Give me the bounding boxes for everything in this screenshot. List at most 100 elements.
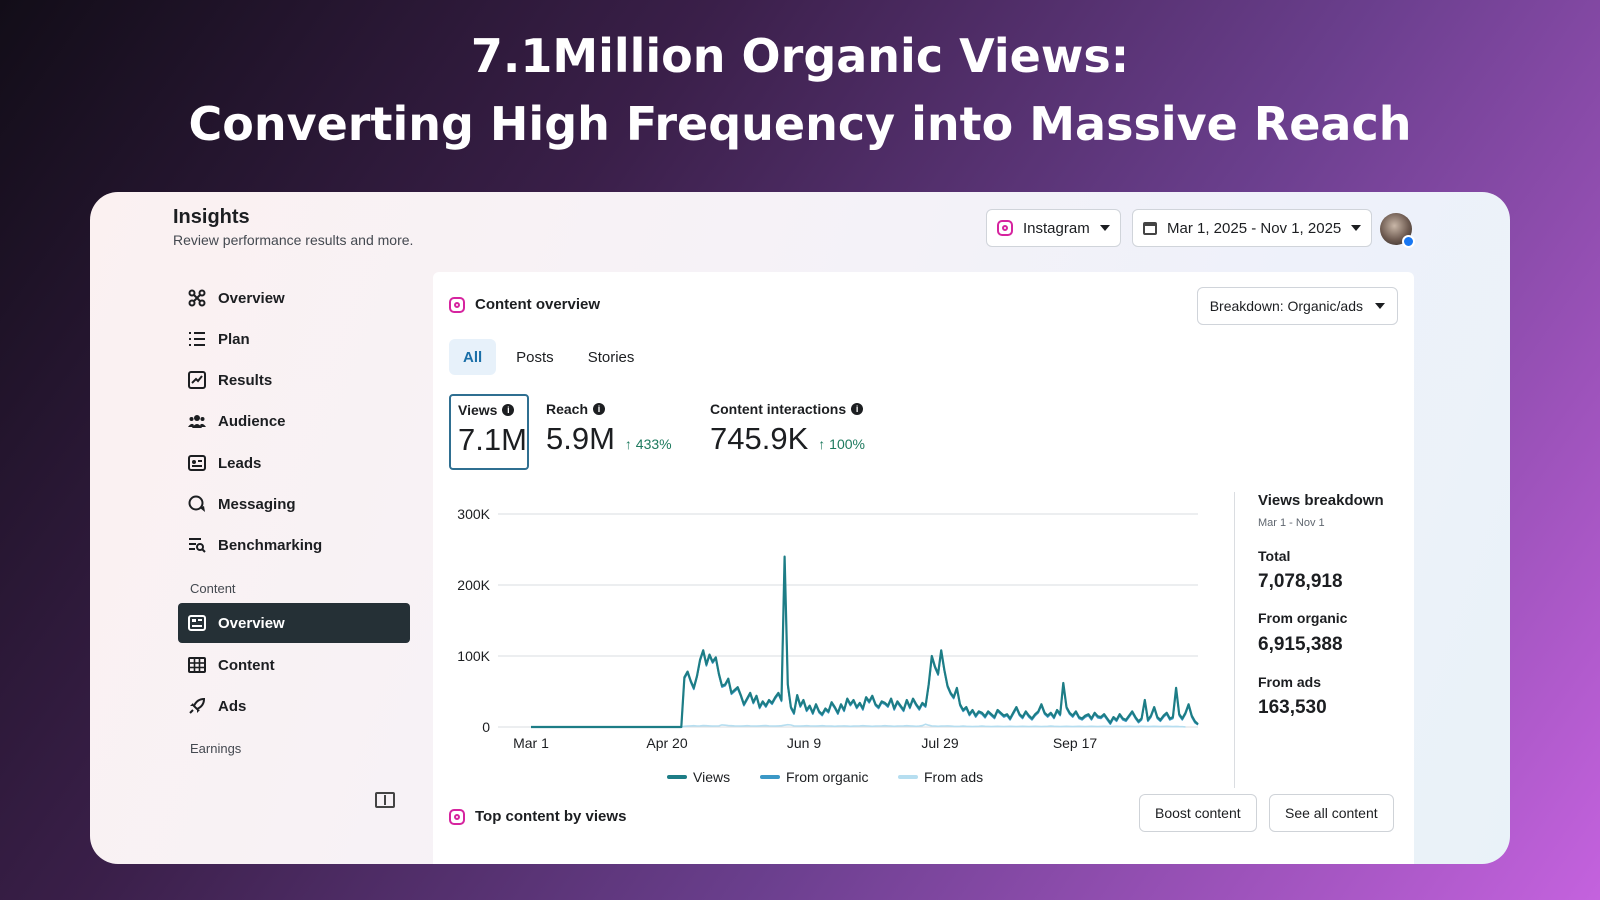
tab-all[interactable]: All <box>449 339 497 375</box>
instagram-icon <box>449 808 465 825</box>
overview-card-icon <box>188 614 206 632</box>
sidebar-item-audience[interactable]: Audience <box>178 401 410 441</box>
page-subtitle: Review performance results and more. <box>173 232 414 248</box>
views-breakdown-period: Mar 1 - Nov 1 <box>1258 517 1325 529</box>
views-chart-svg: 0 100K 200K 300K Mar 1 Apr 20 Jun 9 Jul 29 Sep 1… <box>457 506 1199 785</box>
info-icon[interactable]: i <box>593 403 606 415</box>
sidebar-item-label: Overview <box>218 614 285 632</box>
sidebar-item-label: Ads <box>218 697 247 715</box>
instagram-icon <box>449 296 465 313</box>
tab-stories[interactable]: Stories <box>587 348 635 366</box>
metric-content-interactions[interactable]: Content interactions i 745.9K ↑ 100% <box>710 393 865 457</box>
chevron-down-icon <box>1099 225 1110 231</box>
views-breakdown: Views breakdown Mar 1 - Nov 1 Total 7,07… <box>1258 492 1384 718</box>
sidebar-item-label: Messaging <box>218 495 296 513</box>
sidebar-item-label: Results <box>218 371 273 389</box>
top-content-header: Top content by views <box>449 808 626 825</box>
y-tick-label: 0 <box>482 719 490 735</box>
sidebar-item-label: Overview <box>218 289 285 307</box>
x-tick-label: Apr 20 <box>646 735 687 751</box>
metric-label: Views <box>458 402 498 418</box>
avatar[interactable] <box>1380 213 1415 248</box>
legend-label: From ads <box>924 769 983 785</box>
content-tabs: All Posts Stories <box>449 339 654 375</box>
sidebar-item-label: Plan <box>218 330 250 348</box>
platform-dropdown[interactable]: Instagram <box>986 209 1121 247</box>
sidebar-item-benchmarking[interactable]: Benchmarking <box>178 525 410 565</box>
sidebar-item-leads[interactable]: Leads <box>178 443 410 483</box>
collapse-sidebar-icon[interactable] <box>375 792 395 808</box>
sidebar-item-content-overview[interactable]: Overview <box>178 603 410 643</box>
date-range-label: Mar 1, 2025 - Nov 1, 2025 <box>1167 219 1342 237</box>
sidebar-item-ads[interactable]: Ads <box>178 686 410 726</box>
rocket-icon <box>188 697 206 715</box>
x-tick-label: Jun 9 <box>787 735 821 751</box>
content-overview-panel: Content overview Breakdown: Organic/ads … <box>433 272 1414 864</box>
metric-value: 7.1M <box>458 422 527 457</box>
breakdown-label: Breakdown: Organic/ads <box>1209 298 1363 314</box>
page-title: Insights <box>173 206 250 228</box>
sidebar-item-label: Benchmarking <box>218 536 323 554</box>
tab-posts[interactable]: Posts <box>516 348 554 366</box>
people-icon <box>188 412 206 430</box>
divider <box>1234 492 1235 788</box>
sidebar-item-label: Leads <box>218 454 262 472</box>
sidebar-item-overview[interactable]: Overview <box>178 278 410 318</box>
total-label: Total <box>1258 548 1291 564</box>
insights-dashboard: Insights Review performance results and … <box>90 192 1510 864</box>
platform-label: Instagram <box>1023 219 1090 237</box>
grid-icon <box>188 656 206 674</box>
panel-title: Content overview <box>475 296 601 313</box>
list-icon <box>188 330 206 348</box>
hero-heading: 7.1Million Organic Views: Converting Hig… <box>0 22 1600 158</box>
sidebar-section-earnings: Earnings <box>190 741 242 756</box>
views-breakdown-title: Views breakdown <box>1258 492 1384 509</box>
metric-label: Content interactions <box>710 401 847 417</box>
sidebar-item-label: Audience <box>218 412 286 430</box>
sidebar-item-label: Content <box>218 656 275 674</box>
metric-delta: ↑ 433% <box>624 436 672 452</box>
y-tick-label: 300K <box>457 506 490 522</box>
content-overview-header: Content overview <box>449 296 600 313</box>
metric-value: 745.9K <box>710 421 809 456</box>
benchmark-icon <box>188 536 206 554</box>
legend-label: Views <box>693 769 730 785</box>
chart-icon <box>188 371 206 389</box>
total-value: 7,078,918 <box>1258 571 1343 592</box>
organic-label: From organic <box>1258 610 1348 626</box>
metric-reach[interactable]: Reach i 5.9M ↑ 433% <box>546 393 672 457</box>
breakdown-dropdown[interactable]: Breakdown: Organic/ads <box>1196 287 1398 325</box>
chat-icon <box>188 495 206 513</box>
hero-title-line-2: Converting High Frequency into Massive R… <box>188 97 1412 151</box>
metric-value: 5.9M <box>546 421 615 456</box>
facebook-badge-icon <box>1402 235 1415 248</box>
chevron-down-icon <box>1351 225 1362 231</box>
sidebar-item-messaging[interactable]: Messaging <box>178 484 410 524</box>
metric-views[interactable]: Views i 7.1M <box>449 394 529 470</box>
x-tick-label: Mar 1 <box>513 735 549 751</box>
sidebar-item-plan[interactable]: Plan <box>178 319 410 359</box>
organic-value: 6,915,388 <box>1258 634 1343 655</box>
top-content-title: Top content by views <box>475 808 627 825</box>
sidebar-item-content[interactable]: Content <box>178 645 410 685</box>
instagram-icon <box>997 220 1013 236</box>
sidebar-item-results[interactable]: Results <box>178 360 410 400</box>
series-line-views <box>531 555 1199 729</box>
y-tick-label: 200K <box>457 577 490 593</box>
info-icon[interactable]: i <box>851 403 864 415</box>
views-chart: 0 100K 200K 300K Mar 1 Apr 20 Jun 9 Jul 29 Sep 1… <box>443 497 1223 802</box>
info-icon[interactable]: i <box>502 404 515 416</box>
x-tick-label: Jul 29 <box>921 735 959 751</box>
chevron-down-icon <box>1375 303 1385 309</box>
legend-label: From organic <box>786 769 868 785</box>
ads-value: 163,530 <box>1258 697 1327 718</box>
metric-delta: ↑ 100% <box>818 436 865 452</box>
y-tick-label: 100K <box>457 648 490 664</box>
calendar-icon <box>1143 221 1157 235</box>
metric-label: Reach <box>546 401 589 417</box>
ads-label: From ads <box>1258 674 1322 690</box>
boost-content-button[interactable]: Boost content <box>1139 794 1257 832</box>
see-all-content-button[interactable]: See all content <box>1269 794 1394 832</box>
date-range-dropdown[interactable]: Mar 1, 2025 - Nov 1, 2025 <box>1132 209 1373 247</box>
id-card-icon <box>188 454 206 472</box>
